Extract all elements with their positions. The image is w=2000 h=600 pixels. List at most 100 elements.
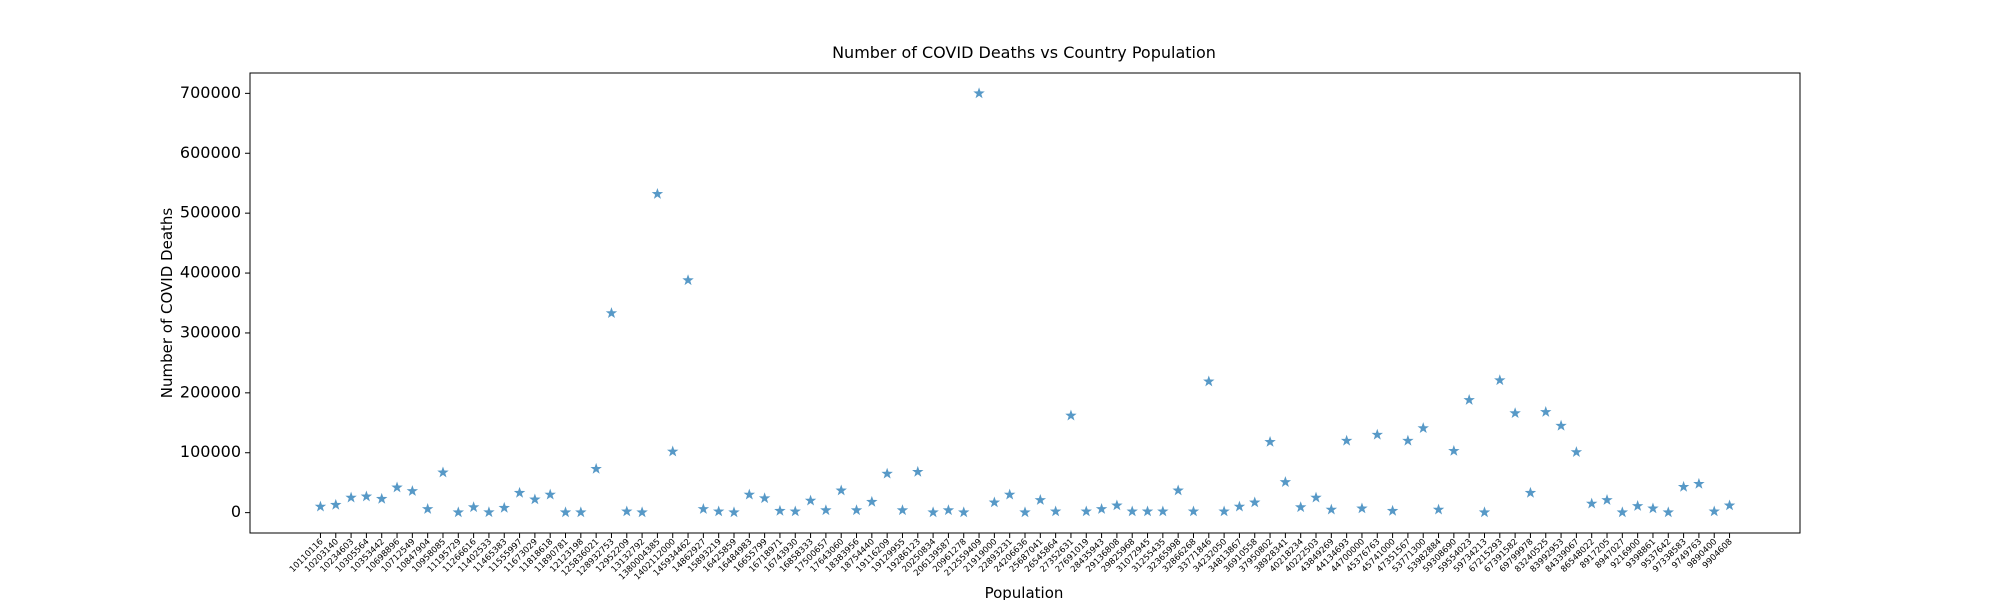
y-axis-label: Number of COVID Deaths (158, 208, 176, 399)
point (1662, 506, 1674, 518)
point (590, 462, 602, 474)
point (1203, 375, 1215, 387)
point (1601, 494, 1613, 505)
point (1294, 501, 1307, 513)
point (1478, 506, 1491, 518)
point (912, 465, 924, 477)
point (942, 504, 955, 516)
point (1172, 484, 1184, 496)
point (820, 504, 832, 516)
y-tick-label: 200000 (180, 382, 241, 401)
point (1356, 502, 1368, 514)
point (513, 486, 526, 498)
point (896, 504, 909, 516)
point (927, 506, 939, 518)
y-tick-label: 300000 (180, 322, 241, 341)
point (1677, 480, 1690, 492)
point (1187, 505, 1200, 517)
point (1325, 503, 1338, 515)
point (421, 503, 434, 514)
point (1723, 499, 1736, 511)
plot-frame (249, 72, 1801, 534)
point (667, 445, 679, 457)
point (988, 496, 1001, 508)
y-tick-label: 100000 (180, 442, 241, 461)
point (1585, 497, 1598, 509)
point (1095, 503, 1108, 514)
point (1540, 406, 1552, 417)
point (1264, 435, 1276, 447)
y-tick-label: 0 (231, 502, 241, 521)
point (314, 500, 327, 512)
point (1386, 504, 1399, 516)
point (1049, 505, 1062, 517)
point (743, 488, 756, 500)
point (529, 493, 541, 505)
point (636, 506, 648, 518)
x-axis-label: Population (985, 584, 1064, 600)
point (437, 466, 449, 478)
y-tick-label: 400000 (180, 263, 241, 282)
point (1570, 446, 1583, 457)
point (651, 187, 664, 199)
point (1631, 500, 1644, 511)
point (1034, 494, 1047, 505)
y-tick-label: 700000 (180, 83, 241, 102)
point (712, 505, 725, 517)
point (1019, 506, 1031, 518)
point (1080, 505, 1092, 517)
point (1463, 394, 1475, 405)
y-tick-label: 500000 (180, 203, 241, 222)
point (1141, 505, 1154, 517)
point (391, 481, 403, 493)
point (452, 506, 465, 518)
point (1111, 499, 1123, 511)
point (804, 494, 817, 506)
point (376, 492, 388, 504)
point (1509, 407, 1521, 419)
point (1340, 434, 1353, 446)
point (1432, 503, 1445, 515)
point (682, 274, 694, 286)
point (345, 491, 357, 503)
point (1310, 491, 1322, 503)
point (1647, 502, 1659, 514)
point (728, 506, 740, 518)
point (360, 490, 373, 502)
point (559, 506, 572, 518)
point (1233, 500, 1246, 512)
point (1417, 422, 1429, 434)
point (1402, 434, 1414, 446)
point (881, 467, 893, 479)
point (1249, 496, 1261, 508)
point (1494, 374, 1506, 386)
point (483, 506, 495, 518)
point (835, 484, 847, 496)
point (406, 485, 419, 496)
point (1157, 505, 1169, 517)
point (330, 498, 342, 510)
point (1279, 476, 1292, 487)
point (958, 506, 970, 518)
point (467, 501, 480, 513)
y-tick-label: 600000 (180, 143, 241, 162)
point (850, 504, 863, 516)
point (605, 307, 618, 319)
point (544, 488, 556, 500)
point (973, 87, 985, 99)
point (1555, 419, 1567, 431)
point (866, 495, 878, 507)
point (1218, 505, 1230, 517)
point (1126, 505, 1138, 517)
chart-title: Number of COVID Deaths vs Country Popula… (832, 43, 1216, 62)
point (789, 505, 801, 517)
point (1708, 505, 1720, 517)
point (758, 492, 771, 504)
point (1616, 506, 1629, 518)
point (774, 504, 786, 516)
point (1524, 486, 1537, 498)
point (1448, 444, 1460, 456)
point (575, 506, 587, 518)
